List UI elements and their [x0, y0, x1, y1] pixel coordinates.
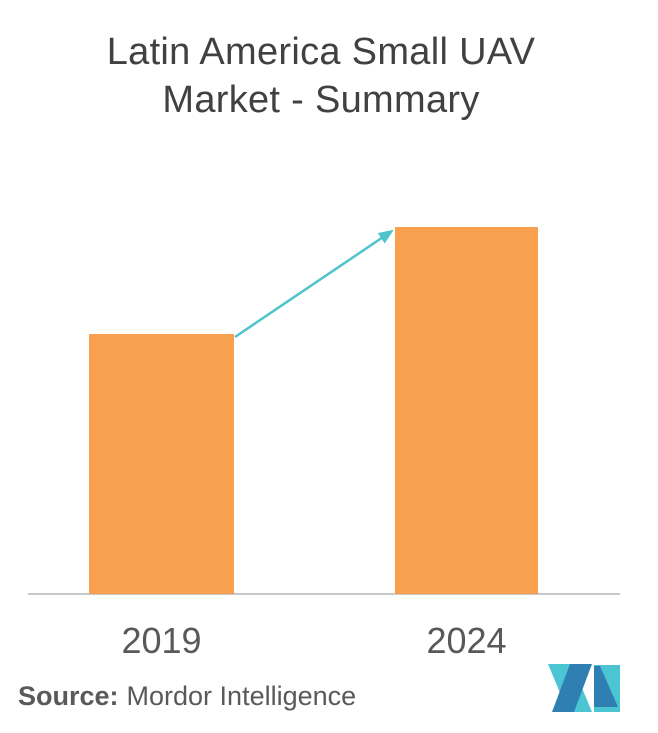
source-text: Mordor Intelligence — [126, 681, 357, 711]
mordor-intelligence-logo — [548, 664, 620, 712]
x-axis-label-2019: 2019 — [121, 620, 202, 661]
bar-2024 — [395, 227, 538, 594]
logo-i-blue-shape — [594, 666, 618, 707]
x-axis-line — [28, 593, 620, 595]
chart-title-line-2: Market - Summary — [162, 79, 480, 121]
source-label: Source: — [18, 681, 119, 711]
logo-i-glyph — [594, 665, 620, 712]
source-note: Source: Mordor Intelligence — [18, 681, 356, 712]
x-axis-label-2024: 2024 — [426, 620, 507, 661]
chart-title-line-1: Latin America Small UAV — [106, 31, 536, 73]
chart-title: Latin America Small UAV Market - Summary — [0, 28, 642, 124]
bar-2019 — [89, 334, 234, 594]
logo-m-glyph — [548, 664, 592, 712]
logo-m-blue-shape — [552, 664, 592, 712]
growth-arrow-line — [234, 229, 394, 339]
